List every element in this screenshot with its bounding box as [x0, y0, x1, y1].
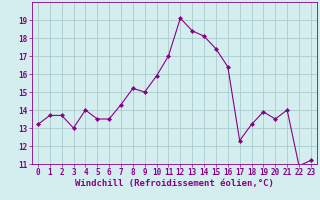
- X-axis label: Windchill (Refroidissement éolien,°C): Windchill (Refroidissement éolien,°C): [75, 179, 274, 188]
